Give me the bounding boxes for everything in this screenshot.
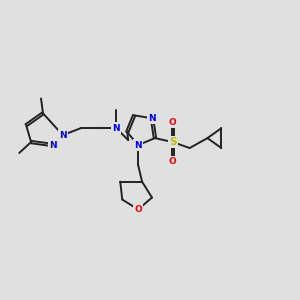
- Text: N: N: [59, 130, 67, 140]
- Text: N: N: [49, 140, 57, 149]
- Text: S: S: [169, 137, 176, 147]
- Text: N: N: [134, 140, 142, 149]
- Text: O: O: [169, 118, 177, 127]
- Text: N: N: [112, 124, 120, 133]
- Text: O: O: [169, 158, 177, 166]
- Text: N: N: [148, 114, 156, 123]
- Text: O: O: [134, 205, 142, 214]
